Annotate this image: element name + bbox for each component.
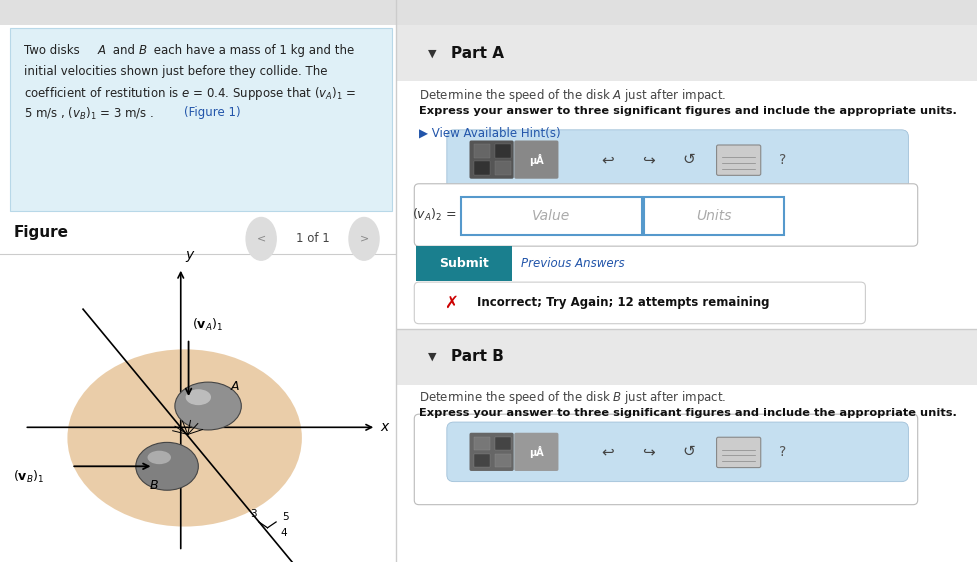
- FancyBboxPatch shape: [396, 81, 977, 329]
- Text: coefficient of restitution is $e$ = 0.4. Suppose that $(v_A)_1$ =: coefficient of restitution is $e$ = 0.4.…: [23, 85, 356, 102]
- FancyBboxPatch shape: [416, 246, 512, 281]
- Text: (Figure 1): (Figure 1): [184, 106, 240, 119]
- Text: $(\mathbf{v}_B)_1$: $(\mathbf{v}_B)_1$: [13, 469, 44, 484]
- Text: ?: ?: [779, 153, 786, 166]
- Ellipse shape: [136, 442, 198, 490]
- Text: $A$: $A$: [97, 44, 106, 57]
- Ellipse shape: [67, 350, 302, 527]
- Text: $x$: $x$: [380, 420, 391, 434]
- Text: $(v_A)_2$ =: $(v_A)_2$ =: [412, 207, 456, 223]
- FancyBboxPatch shape: [716, 145, 761, 175]
- Text: ▼: ▼: [428, 352, 436, 362]
- Circle shape: [246, 217, 276, 260]
- Text: 4: 4: [280, 528, 287, 538]
- FancyBboxPatch shape: [446, 130, 909, 189]
- Text: Value: Value: [532, 210, 571, 223]
- Text: Previous Answers: Previous Answers: [521, 257, 624, 270]
- FancyBboxPatch shape: [716, 437, 761, 468]
- Text: ↩: ↩: [602, 152, 615, 167]
- Text: ↺: ↺: [683, 445, 696, 459]
- FancyBboxPatch shape: [474, 161, 490, 175]
- Text: Part B: Part B: [451, 350, 504, 364]
- FancyBboxPatch shape: [414, 184, 917, 246]
- FancyBboxPatch shape: [414, 282, 866, 324]
- FancyBboxPatch shape: [474, 454, 490, 467]
- Text: 5 m/s , $(v_B)_1$ = 3 m/s .: 5 m/s , $(v_B)_1$ = 3 m/s .: [23, 106, 155, 123]
- Text: Figure: Figure: [14, 225, 68, 240]
- Ellipse shape: [186, 389, 211, 405]
- Text: ▼: ▼: [428, 48, 436, 58]
- Text: Units: Units: [697, 210, 732, 223]
- Text: Submit: Submit: [440, 257, 489, 270]
- FancyBboxPatch shape: [10, 28, 392, 211]
- FancyBboxPatch shape: [461, 197, 642, 235]
- Text: 1 of 1: 1 of 1: [296, 232, 329, 246]
- FancyBboxPatch shape: [495, 437, 511, 450]
- FancyBboxPatch shape: [396, 25, 977, 81]
- Text: ↪: ↪: [642, 152, 655, 167]
- Text: 3: 3: [250, 509, 257, 519]
- FancyBboxPatch shape: [495, 161, 511, 175]
- Text: initial velocities shown just before they collide. The: initial velocities shown just before the…: [23, 65, 327, 78]
- Text: and: and: [108, 44, 139, 57]
- FancyBboxPatch shape: [396, 329, 977, 385]
- FancyBboxPatch shape: [474, 144, 490, 158]
- Text: ▶ View Available Hint(s): ▶ View Available Hint(s): [419, 126, 561, 139]
- Circle shape: [349, 217, 379, 260]
- Text: $(\mathbf{v}_A)_1$: $(\mathbf{v}_A)_1$: [192, 318, 224, 333]
- Text: each have a mass of 1 kg and the: each have a mass of 1 kg and the: [149, 44, 354, 57]
- Text: Express your answer to three significant figures and include the appropriate uni: Express your answer to three significant…: [419, 106, 956, 116]
- Text: μÅ: μÅ: [529, 446, 544, 458]
- FancyBboxPatch shape: [495, 454, 511, 467]
- FancyBboxPatch shape: [446, 422, 909, 482]
- Text: μÅ: μÅ: [529, 153, 544, 166]
- FancyBboxPatch shape: [470, 433, 514, 471]
- FancyBboxPatch shape: [495, 144, 511, 158]
- FancyBboxPatch shape: [645, 197, 784, 235]
- Text: $y$: $y$: [186, 250, 196, 264]
- Text: <: <: [257, 234, 266, 244]
- FancyBboxPatch shape: [396, 385, 977, 562]
- Ellipse shape: [148, 451, 171, 464]
- FancyBboxPatch shape: [474, 437, 490, 450]
- FancyBboxPatch shape: [414, 414, 917, 505]
- Text: ?: ?: [779, 445, 786, 459]
- Text: $B$: $B$: [138, 44, 148, 57]
- FancyBboxPatch shape: [0, 0, 396, 25]
- FancyBboxPatch shape: [514, 433, 559, 471]
- Text: ↺: ↺: [683, 152, 696, 167]
- Text: Part A: Part A: [451, 46, 504, 61]
- Text: Two disks: Two disks: [23, 44, 83, 57]
- Text: $A$: $A$: [230, 380, 240, 393]
- FancyBboxPatch shape: [514, 140, 559, 179]
- Text: ✗: ✗: [444, 294, 458, 312]
- Text: 5: 5: [282, 512, 289, 522]
- Text: Determine the speed of the disk $\mathit{A}$ just after impact.: Determine the speed of the disk $\mathit…: [419, 87, 726, 104]
- Text: Incorrect; Try Again; 12 attempts remaining: Incorrect; Try Again; 12 attempts remain…: [477, 296, 770, 310]
- Text: ↩: ↩: [602, 445, 615, 459]
- FancyBboxPatch shape: [396, 0, 977, 25]
- Text: ↪: ↪: [642, 445, 655, 459]
- Text: >: >: [360, 234, 368, 244]
- Text: $B$: $B$: [149, 479, 159, 492]
- Ellipse shape: [175, 382, 241, 430]
- Text: Express your answer to three significant figures and include the appropriate uni: Express your answer to three significant…: [419, 408, 956, 418]
- Text: Determine the speed of the disk $\mathit{B}$ just after impact.: Determine the speed of the disk $\mathit…: [419, 389, 726, 406]
- FancyBboxPatch shape: [470, 140, 514, 179]
